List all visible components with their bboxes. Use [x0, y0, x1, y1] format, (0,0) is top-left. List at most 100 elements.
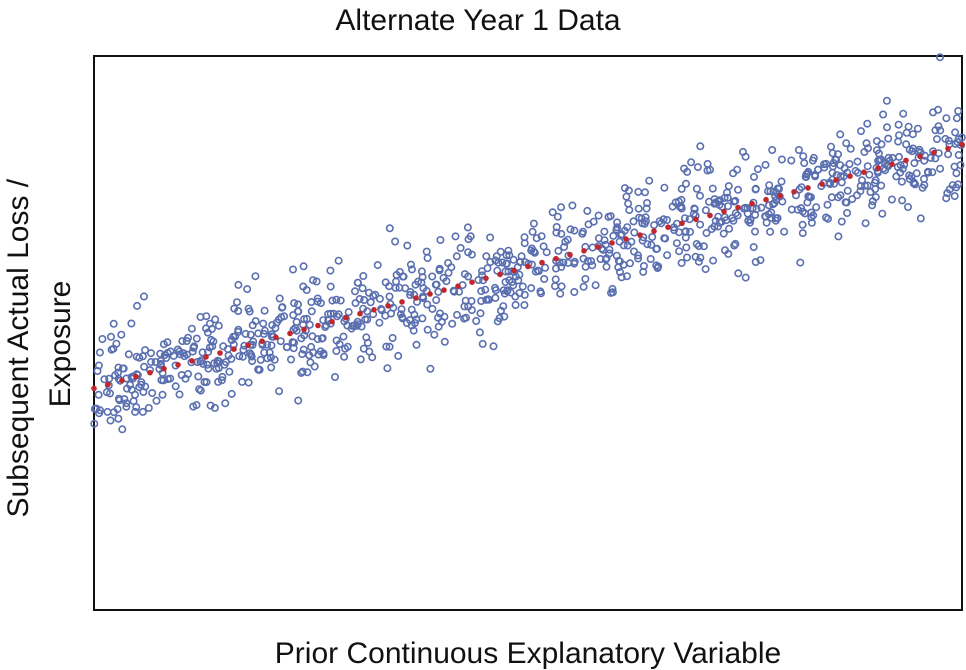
data-point — [377, 306, 386, 315]
data-point — [723, 193, 732, 202]
data-point — [841, 198, 850, 207]
data-point — [708, 184, 717, 193]
data-point — [942, 194, 951, 203]
data-point — [246, 330, 255, 339]
data-point — [837, 217, 846, 226]
data-point — [634, 187, 643, 196]
data-point — [604, 212, 613, 221]
data-point — [837, 178, 846, 187]
trend-dot — [805, 185, 811, 191]
trend-dot — [917, 153, 923, 160]
data-point — [230, 304, 239, 313]
data-point — [500, 289, 509, 298]
data-point — [826, 142, 835, 151]
data-point — [767, 208, 776, 217]
data-point — [672, 239, 681, 248]
data-point — [530, 248, 539, 257]
data-point — [385, 224, 394, 233]
data-point — [375, 294, 384, 303]
data-point — [147, 349, 156, 358]
data-point — [326, 266, 335, 275]
data-point — [587, 257, 596, 266]
trend-dot — [945, 145, 951, 152]
data-point — [926, 153, 935, 162]
data-point — [319, 349, 328, 358]
data-point — [305, 320, 314, 329]
data-point — [260, 306, 269, 315]
data-point — [109, 319, 118, 328]
data-point — [353, 278, 362, 287]
data-point — [557, 262, 566, 271]
data-point — [398, 313, 407, 322]
data-point — [113, 405, 122, 414]
trend-dot — [609, 240, 615, 246]
data-point — [227, 389, 236, 398]
data-point — [650, 221, 659, 230]
data-point — [596, 255, 605, 264]
data-point — [872, 137, 881, 146]
data-point — [536, 289, 545, 298]
data-point — [555, 258, 564, 267]
data-point — [703, 159, 712, 168]
data-point — [687, 158, 696, 167]
data-point — [887, 195, 896, 204]
data-point — [764, 201, 773, 210]
data-point — [675, 247, 684, 256]
chart-title: Alternate Year 1 Data — [335, 4, 621, 37]
data-point — [936, 164, 945, 173]
data-point — [682, 253, 691, 262]
data-point — [941, 134, 950, 143]
data-point — [102, 388, 111, 397]
data-point — [583, 206, 592, 215]
data-point — [570, 226, 579, 235]
data-point — [107, 332, 116, 341]
data-point — [769, 200, 778, 209]
data-point — [625, 259, 634, 268]
data-point — [581, 262, 590, 271]
data-point — [520, 239, 529, 248]
data-point — [851, 166, 860, 175]
data-point — [249, 337, 258, 346]
data-point — [729, 197, 738, 206]
data-point — [177, 370, 186, 379]
data-point — [634, 254, 643, 263]
data-point — [863, 119, 872, 128]
data-point — [702, 229, 711, 238]
trend-dot — [819, 181, 825, 187]
data-point — [749, 243, 758, 252]
data-point — [373, 261, 382, 270]
trend-dot — [161, 365, 167, 372]
plot-frame — [93, 55, 963, 611]
data-point — [266, 353, 275, 362]
data-point — [744, 216, 753, 225]
trend-dot — [595, 244, 601, 250]
data-point — [659, 215, 668, 224]
data-point — [756, 256, 765, 265]
data-point — [156, 356, 165, 365]
data-point — [362, 333, 371, 342]
data-point — [275, 387, 284, 396]
data-point — [916, 214, 925, 223]
data-point — [263, 354, 272, 363]
data-point — [733, 165, 742, 174]
data-point — [945, 185, 954, 194]
data-point — [757, 203, 766, 212]
data-point — [147, 357, 156, 366]
data-point — [294, 396, 303, 405]
data-point — [464, 235, 473, 244]
data-point — [725, 224, 734, 233]
data-point — [351, 299, 360, 308]
trend-dot — [147, 369, 153, 376]
data-point — [936, 126, 945, 135]
trend-dot — [707, 212, 713, 219]
data-point — [464, 272, 473, 281]
y-axis-label: Subsequent Actual Loss / Exposure — [2, 171, 77, 518]
data-point — [248, 321, 257, 330]
data-point — [724, 182, 733, 191]
data-point — [957, 133, 966, 142]
data-point — [677, 204, 686, 213]
data-point — [219, 342, 228, 351]
data-point — [833, 150, 842, 159]
data-point — [144, 403, 153, 412]
data-point — [615, 268, 624, 277]
